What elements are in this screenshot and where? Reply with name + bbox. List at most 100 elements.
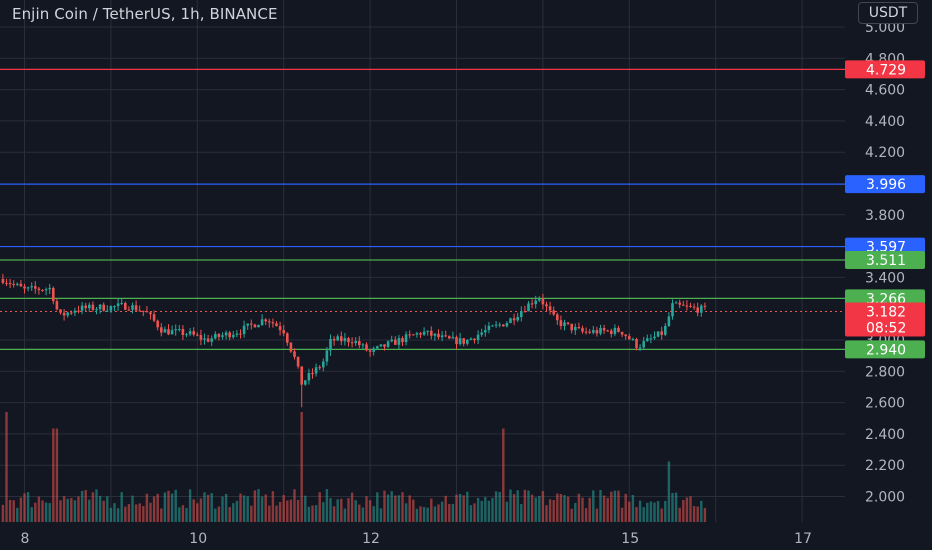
candle-body bbox=[350, 342, 354, 344]
volume-bar bbox=[397, 495, 401, 522]
candle-body bbox=[113, 306, 116, 308]
volume-bar bbox=[350, 492, 354, 522]
currency-button[interactable]: USDT bbox=[858, 2, 918, 24]
volume-bar bbox=[91, 492, 95, 522]
candle-body bbox=[664, 325, 667, 335]
volume-bar bbox=[462, 495, 465, 522]
candle-body bbox=[332, 338, 336, 341]
volume-bar bbox=[361, 507, 365, 522]
candle-body bbox=[203, 338, 206, 340]
candle-body bbox=[275, 323, 278, 327]
candle-body bbox=[700, 305, 703, 313]
volume-bar bbox=[646, 502, 649, 522]
candle-body bbox=[214, 333, 217, 339]
candle-body bbox=[624, 334, 627, 337]
candle-body bbox=[134, 305, 138, 311]
candle-body bbox=[628, 336, 631, 340]
candle-body bbox=[329, 338, 332, 351]
volume-bar bbox=[664, 500, 667, 522]
volume-bar bbox=[275, 505, 278, 522]
volume-bar bbox=[232, 503, 235, 522]
volume-bar bbox=[379, 508, 383, 522]
volume-bar bbox=[127, 504, 131, 522]
last-price-tag bbox=[845, 302, 925, 337]
candle-body bbox=[703, 305, 707, 307]
volume-bar bbox=[138, 503, 141, 522]
candle-body bbox=[689, 305, 692, 307]
volume-bar bbox=[509, 489, 512, 522]
candle-body bbox=[52, 287, 55, 302]
candle-body bbox=[73, 310, 77, 313]
candle-body bbox=[646, 338, 649, 342]
volume-bar bbox=[170, 493, 174, 522]
candle-body bbox=[5, 282, 8, 284]
volume-bar bbox=[538, 495, 541, 522]
candle-body bbox=[174, 329, 177, 331]
candle-body bbox=[484, 330, 487, 333]
candle-body bbox=[394, 339, 397, 345]
volume-bar bbox=[386, 494, 390, 522]
candle-body bbox=[412, 334, 415, 336]
candle-body bbox=[167, 329, 170, 335]
volume-bar bbox=[613, 490, 617, 522]
volume-bar bbox=[412, 499, 415, 522]
volume-bar bbox=[268, 505, 271, 522]
candle-body bbox=[476, 334, 480, 341]
candle-body bbox=[469, 338, 473, 340]
volume-bar bbox=[674, 492, 678, 522]
y-axis-tick-label: 2.600 bbox=[865, 396, 905, 412]
volume-bar bbox=[41, 500, 44, 522]
price-tag-label: 2.940 bbox=[866, 342, 906, 358]
volume-bar bbox=[649, 501, 653, 522]
volume-bar bbox=[635, 507, 638, 522]
volume-bar bbox=[167, 490, 170, 522]
x-axis-tick-label: 17 bbox=[794, 531, 812, 547]
volume-bar bbox=[552, 500, 555, 522]
volume-bar bbox=[332, 506, 336, 522]
volume-bar bbox=[368, 500, 372, 522]
candle-body bbox=[138, 310, 141, 312]
candle-body bbox=[530, 303, 534, 305]
volume-bar bbox=[59, 500, 62, 522]
volume-bar bbox=[588, 497, 591, 522]
volume-bar bbox=[26, 492, 30, 522]
candle-body bbox=[59, 309, 62, 313]
volume-bar bbox=[95, 489, 98, 522]
candle-body bbox=[347, 338, 350, 343]
volume-bar bbox=[322, 502, 325, 522]
last-price-label: 3.182 bbox=[866, 305, 906, 321]
volume-bar bbox=[433, 506, 437, 522]
candle-body bbox=[206, 338, 210, 342]
volume-bar bbox=[185, 508, 188, 522]
candle-body bbox=[570, 323, 573, 331]
candle-body bbox=[505, 322, 509, 327]
candle-body bbox=[325, 350, 329, 362]
volume-bar bbox=[131, 495, 134, 522]
volume-bar bbox=[19, 497, 23, 522]
volume-bar bbox=[224, 493, 228, 522]
candle-body bbox=[30, 286, 33, 288]
candle-body bbox=[224, 332, 228, 336]
candle-body bbox=[260, 319, 264, 325]
volume-bar bbox=[1, 504, 5, 522]
volume-bar bbox=[419, 506, 422, 522]
volume-bar bbox=[145, 493, 149, 522]
volume-bar bbox=[329, 498, 332, 522]
volume-bar bbox=[520, 504, 523, 522]
volume-bar bbox=[174, 489, 177, 522]
price-tag-green bbox=[845, 340, 925, 359]
candle-body bbox=[278, 326, 282, 331]
volume-bar bbox=[581, 497, 584, 522]
volume-bar bbox=[383, 490, 386, 522]
volume-bar bbox=[250, 505, 253, 522]
candle-body bbox=[541, 298, 545, 305]
candle-body bbox=[556, 314, 559, 321]
candle-body bbox=[102, 304, 105, 311]
candle-body bbox=[674, 302, 678, 304]
volume-bar bbox=[102, 500, 105, 522]
candle-body bbox=[473, 338, 476, 341]
horizontal-lines[interactable] bbox=[0, 68, 845, 350]
volume-bar bbox=[473, 503, 476, 522]
candle-body bbox=[62, 312, 66, 316]
